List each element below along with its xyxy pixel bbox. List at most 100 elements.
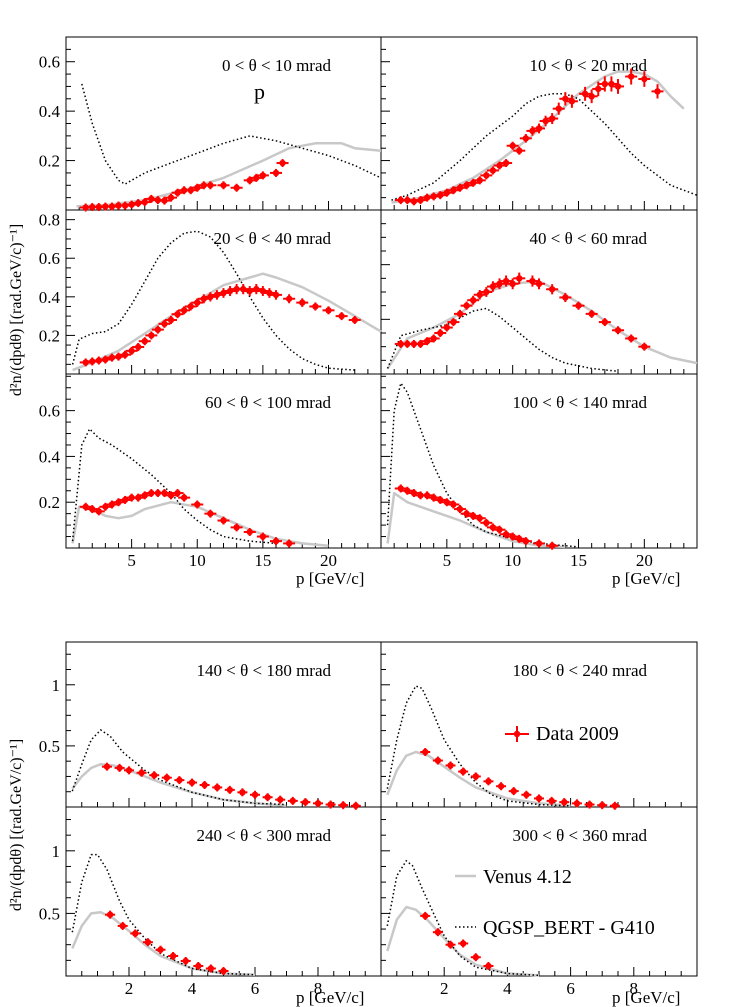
x-tick-label: 5 bbox=[127, 551, 136, 570]
data-point bbox=[233, 184, 240, 191]
panel-1: 0.2 0.4 0.6 0 < θ < 10 mrad bbox=[39, 48, 382, 212]
y-tick-label: 0.2 bbox=[39, 152, 60, 171]
data-point bbox=[459, 768, 467, 775]
data-point bbox=[285, 295, 293, 302]
data-point bbox=[472, 773, 479, 780]
data-point bbox=[535, 795, 543, 802]
data-point bbox=[502, 277, 510, 285]
y-tick-label: 1 bbox=[52, 676, 61, 695]
data-point bbox=[397, 196, 404, 204]
data-point bbox=[548, 542, 556, 549]
x-tick-label: 10 bbox=[189, 551, 206, 570]
panel-2: 10 < θ < 20 mrad bbox=[381, 48, 698, 210]
data-point bbox=[496, 526, 503, 533]
data-point bbox=[128, 494, 135, 501]
qgsp-line bbox=[71, 853, 256, 976]
qgsp-line bbox=[391, 93, 698, 201]
data-point bbox=[194, 299, 201, 306]
data-point bbox=[404, 196, 411, 204]
x-tick-label: 4 bbox=[188, 979, 197, 998]
venus-line bbox=[71, 762, 287, 808]
legend-venus: Venus 4.12 bbox=[455, 866, 572, 888]
x-tick-label: 10 bbox=[504, 551, 521, 570]
data-point bbox=[233, 285, 240, 293]
data-point bbox=[447, 762, 454, 769]
data-point bbox=[161, 197, 168, 204]
legend-data-marker-dot bbox=[513, 730, 521, 738]
panel-title: 60 < θ < 100 mrad bbox=[205, 393, 331, 412]
data-point bbox=[522, 537, 530, 545]
data-point bbox=[548, 286, 556, 293]
data-point bbox=[233, 524, 240, 531]
data-point bbox=[176, 776, 183, 784]
data-point bbox=[264, 794, 271, 801]
data-point bbox=[456, 505, 464, 513]
data-point bbox=[115, 202, 122, 209]
data-point bbox=[289, 797, 296, 805]
qgsp-line bbox=[71, 427, 277, 545]
legend-qgsp-label: QGSP_BERT - G410 bbox=[483, 917, 655, 939]
data-point bbox=[469, 297, 477, 304]
data-point bbox=[302, 798, 309, 806]
data-point bbox=[246, 528, 253, 536]
data-point bbox=[614, 83, 622, 90]
bottom-y-axis-label: d²n/(dpdθ) [(rad.GeV/c)⁻¹] bbox=[8, 739, 25, 911]
data-point bbox=[132, 930, 139, 937]
x-tick-label: 2 bbox=[125, 979, 134, 998]
legend-qgsp: QGSP_BERT - G410 bbox=[455, 917, 655, 939]
x-tick-label: 6 bbox=[566, 979, 575, 998]
data-point bbox=[654, 88, 661, 95]
bottom-right-x-axis-label: p [GeV/c] bbox=[612, 988, 680, 1007]
data-point bbox=[575, 302, 582, 309]
y-tick-label: 1 bbox=[52, 842, 61, 861]
y-tick-label: 0.2 bbox=[39, 493, 60, 512]
data-point bbox=[174, 489, 181, 497]
panel-5: 5 10 15 20 0.2 0.4 0.6 60 < θ < 100 mrad bbox=[39, 375, 369, 570]
data-point bbox=[174, 310, 181, 318]
qgsp-line bbox=[386, 685, 571, 807]
data-point bbox=[485, 962, 492, 970]
data-point bbox=[548, 797, 555, 805]
legend-data-label: Data 2009 bbox=[536, 723, 619, 745]
data-point bbox=[422, 912, 429, 920]
data-point bbox=[410, 198, 418, 205]
x-tick-label: 15 bbox=[254, 551, 271, 570]
data-point bbox=[299, 299, 306, 306]
data-point bbox=[194, 501, 201, 508]
data-point bbox=[529, 277, 536, 285]
y-tick-label: 0.4 bbox=[39, 102, 61, 121]
data-point bbox=[476, 291, 483, 298]
data-point bbox=[272, 291, 280, 299]
data-point bbox=[312, 303, 319, 310]
data-point bbox=[404, 340, 411, 348]
data-point bbox=[82, 204, 89, 211]
panel-title: 180 < θ < 240 mrad bbox=[513, 661, 648, 680]
x-tick-label: 8 bbox=[314, 979, 323, 998]
venus-line bbox=[386, 750, 571, 808]
data-point bbox=[157, 946, 164, 953]
data-point bbox=[103, 763, 111, 770]
data-point bbox=[134, 343, 142, 351]
data-point bbox=[641, 75, 648, 83]
x-tick-label: 4 bbox=[503, 979, 512, 998]
data-point bbox=[417, 492, 424, 499]
data-point bbox=[89, 203, 96, 211]
data-point bbox=[207, 965, 215, 972]
data-point bbox=[535, 280, 543, 287]
qgsp-line bbox=[81, 83, 382, 185]
data-point bbox=[601, 318, 609, 326]
data-point bbox=[187, 303, 194, 310]
data-point bbox=[447, 941, 454, 948]
data-point bbox=[148, 195, 155, 203]
data-point bbox=[207, 182, 214, 189]
qgsp-line bbox=[386, 307, 619, 373]
data-point bbox=[102, 203, 109, 210]
data-point bbox=[496, 280, 503, 287]
data-point bbox=[472, 954, 479, 961]
data-point bbox=[180, 307, 188, 314]
data-point bbox=[561, 798, 568, 806]
y-tick-label: 0.6 bbox=[39, 53, 60, 72]
data-point bbox=[483, 288, 490, 296]
data-point bbox=[456, 310, 464, 318]
